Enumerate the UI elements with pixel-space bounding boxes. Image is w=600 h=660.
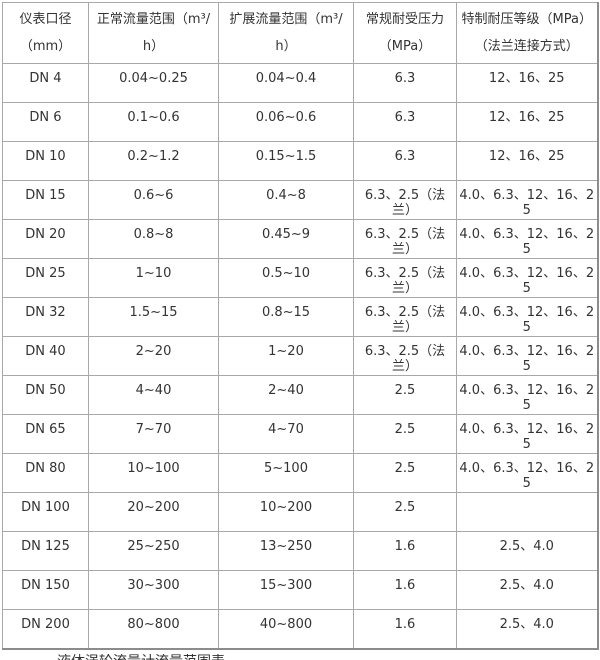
- table-row: DN 65 7~70 4~70 2.5 4.0、6.3、12、16、25: [2, 414, 598, 454]
- normal-range-cell: 2~20: [88, 336, 219, 376]
- extended-range-cell: 2~40: [218, 375, 354, 415]
- normal-range-cell: 0.8~8: [88, 219, 219, 259]
- normal-pressure-cell: 6.3、2.5（法兰）: [353, 297, 457, 337]
- table-row: DN 25 1~10 0.5~10 6.3、2.5（法兰） 4.0、6.3、12、16、…: [2, 258, 598, 298]
- special-pressure-cell: 12、16、25: [456, 141, 598, 181]
- special-pressure-cell: 2.5、4.0: [456, 570, 598, 610]
- spec-table: 仪表口径（mm） 正常流量范围（m³/h） 扩展流量范围（m³/h） 常规耐受压…: [2, 2, 599, 650]
- special-pressure-cell: 2.5、4.0: [456, 609, 598, 650]
- extended-range-cell: 40~800: [218, 609, 354, 650]
- normal-pressure-cell: 6.3、2.5（法兰）: [353, 336, 457, 376]
- normal-range-cell: 20~200: [88, 492, 219, 532]
- diameter-cell: DN 200: [2, 609, 89, 650]
- extended-range-cell: 13~250: [218, 531, 354, 571]
- special-pressure-cell: [456, 492, 598, 532]
- normal-pressure-cell: 2.5: [353, 375, 457, 415]
- special-pressure-cell: 12、16、25: [456, 102, 598, 142]
- table-row: DN 32 1.5~15 0.8~15 6.3、2.5（法兰） 4.0、6.3、12、1…: [2, 297, 598, 337]
- diameter-cell: DN 25: [2, 258, 89, 298]
- diameter-cell: DN 150: [2, 570, 89, 610]
- header-normal-range: 正常流量范围（m³/h）: [88, 2, 219, 64]
- diameter-cell: DN 100: [2, 492, 89, 532]
- normal-range-cell: 0.04~0.25: [88, 63, 219, 103]
- extended-range-cell: 10~200: [218, 492, 354, 532]
- extended-range-cell: 0.04~0.4: [218, 63, 354, 103]
- normal-pressure-cell: 1.6: [353, 609, 457, 650]
- normal-pressure-cell: 1.6: [353, 531, 457, 571]
- diameter-cell: DN 32: [2, 297, 89, 337]
- diameter-cell: DN 65: [2, 414, 89, 454]
- normal-range-cell: 0.2~1.2: [88, 141, 219, 181]
- normal-range-cell: 1~10: [88, 258, 219, 298]
- diameter-cell: DN 50: [2, 375, 89, 415]
- diameter-cell: DN 15: [2, 180, 89, 220]
- special-pressure-cell: 4.0、6.3、12、16、25: [456, 414, 598, 454]
- extended-range-cell: 5~100: [218, 453, 354, 493]
- diameter-cell: DN 20: [2, 219, 89, 259]
- normal-range-cell: 1.5~15: [88, 297, 219, 337]
- header-special-pressure: 特制耐压等级（MPa）（法兰连接方式）: [456, 2, 598, 64]
- special-pressure-cell: 4.0、6.3、12、16、25: [456, 258, 598, 298]
- normal-pressure-cell: 6.3、2.5（法兰）: [353, 258, 457, 298]
- normal-range-cell: 4~40: [88, 375, 219, 415]
- extended-range-cell: 0.06~0.6: [218, 102, 354, 142]
- normal-pressure-cell: 2.5: [353, 492, 457, 532]
- table-row: DN 20 0.8~8 0.45~9 6.3、2.5（法兰） 4.0、6.3、12、16…: [2, 219, 598, 259]
- diameter-cell: DN 80: [2, 453, 89, 493]
- normal-pressure-cell: 2.5: [353, 453, 457, 493]
- extended-range-cell: 0.15~1.5: [218, 141, 354, 181]
- table-row: DN 125 25~250 13~250 1.6 2.5、4.0: [2, 531, 598, 571]
- table-row: DN 100 20~200 10~200 2.5: [2, 492, 598, 532]
- table-body: DN 4 0.04~0.25 0.04~0.4 6.3 12、16、25 DN 6 0.1~…: [2, 63, 598, 650]
- extended-range-cell: 0.8~15: [218, 297, 354, 337]
- extended-range-cell: 4~70: [218, 414, 354, 454]
- special-pressure-cell: 4.0、6.3、12、16、25: [456, 180, 598, 220]
- extended-range-cell: 0.45~9: [218, 219, 354, 259]
- table-row: DN 40 2~20 1~20 6.3、2.5（法兰） 4.0、6.3、12、16、25: [2, 336, 598, 376]
- normal-range-cell: 0.6~6: [88, 180, 219, 220]
- diameter-cell: DN 125: [2, 531, 89, 571]
- diameter-cell: DN 6: [2, 102, 89, 142]
- normal-range-cell: 25~250: [88, 531, 219, 571]
- normal-pressure-cell: 6.3: [353, 141, 457, 181]
- extended-range-cell: 15~300: [218, 570, 354, 610]
- table-row: DN 80 10~100 5~100 2.5 4.0、6.3、12、16、25: [2, 453, 598, 493]
- table-row: DN 10 0.2~1.2 0.15~1.5 6.3 12、16、25: [2, 141, 598, 181]
- table-header-row: 仪表口径（mm） 正常流量范围（m³/h） 扩展流量范围（m³/h） 常规耐受压…: [2, 2, 598, 64]
- normal-range-cell: 10~100: [88, 453, 219, 493]
- normal-range-cell: 80~800: [88, 609, 219, 650]
- normal-pressure-cell: 6.3: [353, 102, 457, 142]
- normal-range-cell: 7~70: [88, 414, 219, 454]
- table-row: DN 200 80~800 40~800 1.6 2.5、4.0: [2, 609, 598, 650]
- extended-range-cell: 1~20: [218, 336, 354, 376]
- table-row: DN 6 0.1~0.6 0.06~0.6 6.3 12、16、25: [2, 102, 598, 142]
- normal-range-cell: 30~300: [88, 570, 219, 610]
- special-pressure-cell: 4.0、6.3、12、16、25: [456, 375, 598, 415]
- cropped-text-fragment: 液体涡轮流量计流量范围表: [57, 654, 317, 660]
- normal-pressure-cell: 6.3、2.5（法兰）: [353, 180, 457, 220]
- normal-range-cell: 0.1~0.6: [88, 102, 219, 142]
- diameter-cell: DN 40: [2, 336, 89, 376]
- special-pressure-cell: 4.0、6.3、12、16、25: [456, 453, 598, 493]
- table-row: DN 15 0.6~6 0.4~8 6.3、2.5（法兰） 4.0、6.3、12、16、…: [2, 180, 598, 220]
- extended-range-cell: 0.5~10: [218, 258, 354, 298]
- diameter-cell: DN 10: [2, 141, 89, 181]
- header-extended-range: 扩展流量范围（m³/h）: [218, 2, 354, 64]
- special-pressure-cell: 12、16、25: [456, 63, 598, 103]
- normal-pressure-cell: 2.5: [353, 414, 457, 454]
- special-pressure-cell: 4.0、6.3、12、16、25: [456, 336, 598, 376]
- normal-pressure-cell: 6.3: [353, 63, 457, 103]
- special-pressure-cell: 4.0、6.3、12、16、25: [456, 297, 598, 337]
- header-diameter: 仪表口径（mm）: [2, 2, 89, 64]
- special-pressure-cell: 4.0、6.3、12、16、25: [456, 219, 598, 259]
- table-row: DN 150 30~300 15~300 1.6 2.5、4.0: [2, 570, 598, 610]
- diameter-cell: DN 4: [2, 63, 89, 103]
- table-row: DN 4 0.04~0.25 0.04~0.4 6.3 12、16、25: [2, 63, 598, 103]
- table-row: DN 50 4~40 2~40 2.5 4.0、6.3、12、16、25: [2, 375, 598, 415]
- special-pressure-cell: 2.5、4.0: [456, 531, 598, 571]
- extended-range-cell: 0.4~8: [218, 180, 354, 220]
- header-normal-pressure: 常规耐受压力（MPa）: [353, 2, 457, 64]
- normal-pressure-cell: 1.6: [353, 570, 457, 610]
- normal-pressure-cell: 6.3、2.5（法兰）: [353, 219, 457, 259]
